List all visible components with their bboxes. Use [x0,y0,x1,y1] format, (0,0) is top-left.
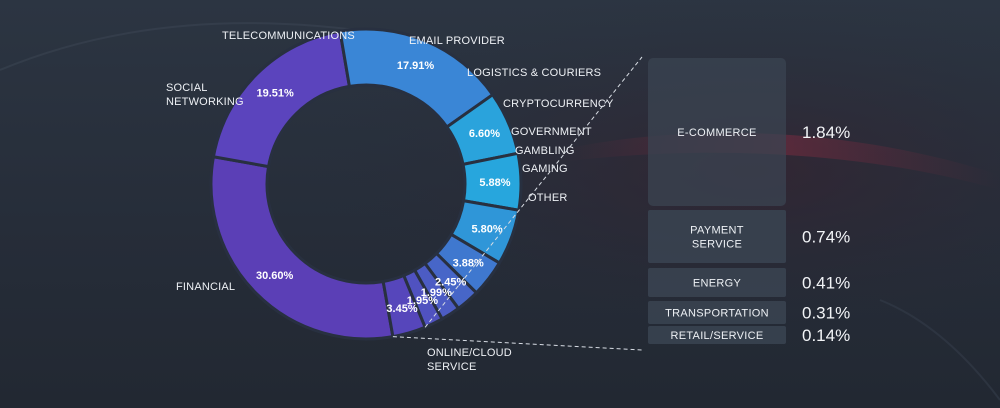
slice-label-telecommunications: TELECOMMUNICATIONS [222,30,355,42]
breakdown-value-payment-service: 0.74% [802,228,850,247]
breakdown-value-e-commerce: 1.84% [802,123,850,142]
slice-label-other: OTHER [528,192,568,204]
breakdown-label-retail-service: RETAIL/SERVICE [670,330,763,342]
breakdown-label-transportation: TRANSPORTATION [665,308,769,320]
slice-percent-social-networking: 17.91% [397,60,435,72]
breakdown-box-retail-service [648,326,786,344]
slice-online-cloud-service [209,154,395,341]
slice-percent-cryptocurrency: 3.88% [453,258,484,270]
slice-label-financial: FINANCIAL [176,281,235,293]
slice-label-gaming: GAMING [522,163,568,175]
slice-percent-gaming: 1.95% [407,295,438,307]
slice-label-cryptocurrency: CRYPTOCURRENCY [503,98,614,110]
breakdown-value-transportation: 0.31% [802,304,850,323]
slice-percent-government: 2.45% [435,276,466,288]
slice-percent-labels: 30.60% 19.51% 17.91% 6.60% 5.88% 5.80% 3.88% 2.… [256,60,511,315]
connector-line-top [424,56,643,328]
slice-label-logistics-and-couriers: LOGISTICS & COURIERS [467,67,601,79]
other-breakdown-panel: E-COMMERCE 1.84% PAYMENT SERVICE 0.74% ENERGY… [648,58,850,345]
breakdown-box-e-commerce [648,58,786,206]
slice-percent-logistics-and-couriers: 5.80% [471,224,502,236]
slice-category-labels: ONLINE/CLOUD SERVICE FINANCIAL SOCIAL NETWOR… [166,30,614,373]
donut-slices [209,27,523,341]
slice-other [381,273,428,339]
slice-percent-email-provider: 5.88% [479,177,510,189]
slice-label-online-cloud-service: ONLINE/CLOUD SERVICE [427,347,512,373]
breakdown-label-e-commerce: E-COMMERCE [677,127,756,139]
slice-percent-telecommunications: 6.60% [469,128,500,140]
breakdown-value-energy: 0.41% [802,274,850,293]
slice-label-social-networking: SOCIAL NETWORKING [166,82,244,108]
breakdown-box-transportation [648,301,786,324]
slice-percent-financial: 19.51% [257,87,295,99]
slice-percent-other: 3.45% [386,303,417,315]
breakdown-box-energy [648,268,786,297]
slice-percent-gambling: 1.99% [421,287,452,299]
slice-label-email-provider: EMAIL PROVIDER [409,35,505,47]
breakdown-label-energy: ENERGY [693,278,742,290]
breakdown-value-retail-service: 0.14% [802,326,850,345]
breakdown-connector-lines [392,56,643,351]
breakdown-box-payment-service [648,210,786,263]
breakdown-label-payment-service: PAYMENT SERVICE [690,225,744,251]
slice-percent-online-cloud-service: 30.60% [256,270,294,282]
slice-label-gambling: GAMBLING [515,145,575,157]
slice-label-government: GOVERNMENT [511,126,592,138]
